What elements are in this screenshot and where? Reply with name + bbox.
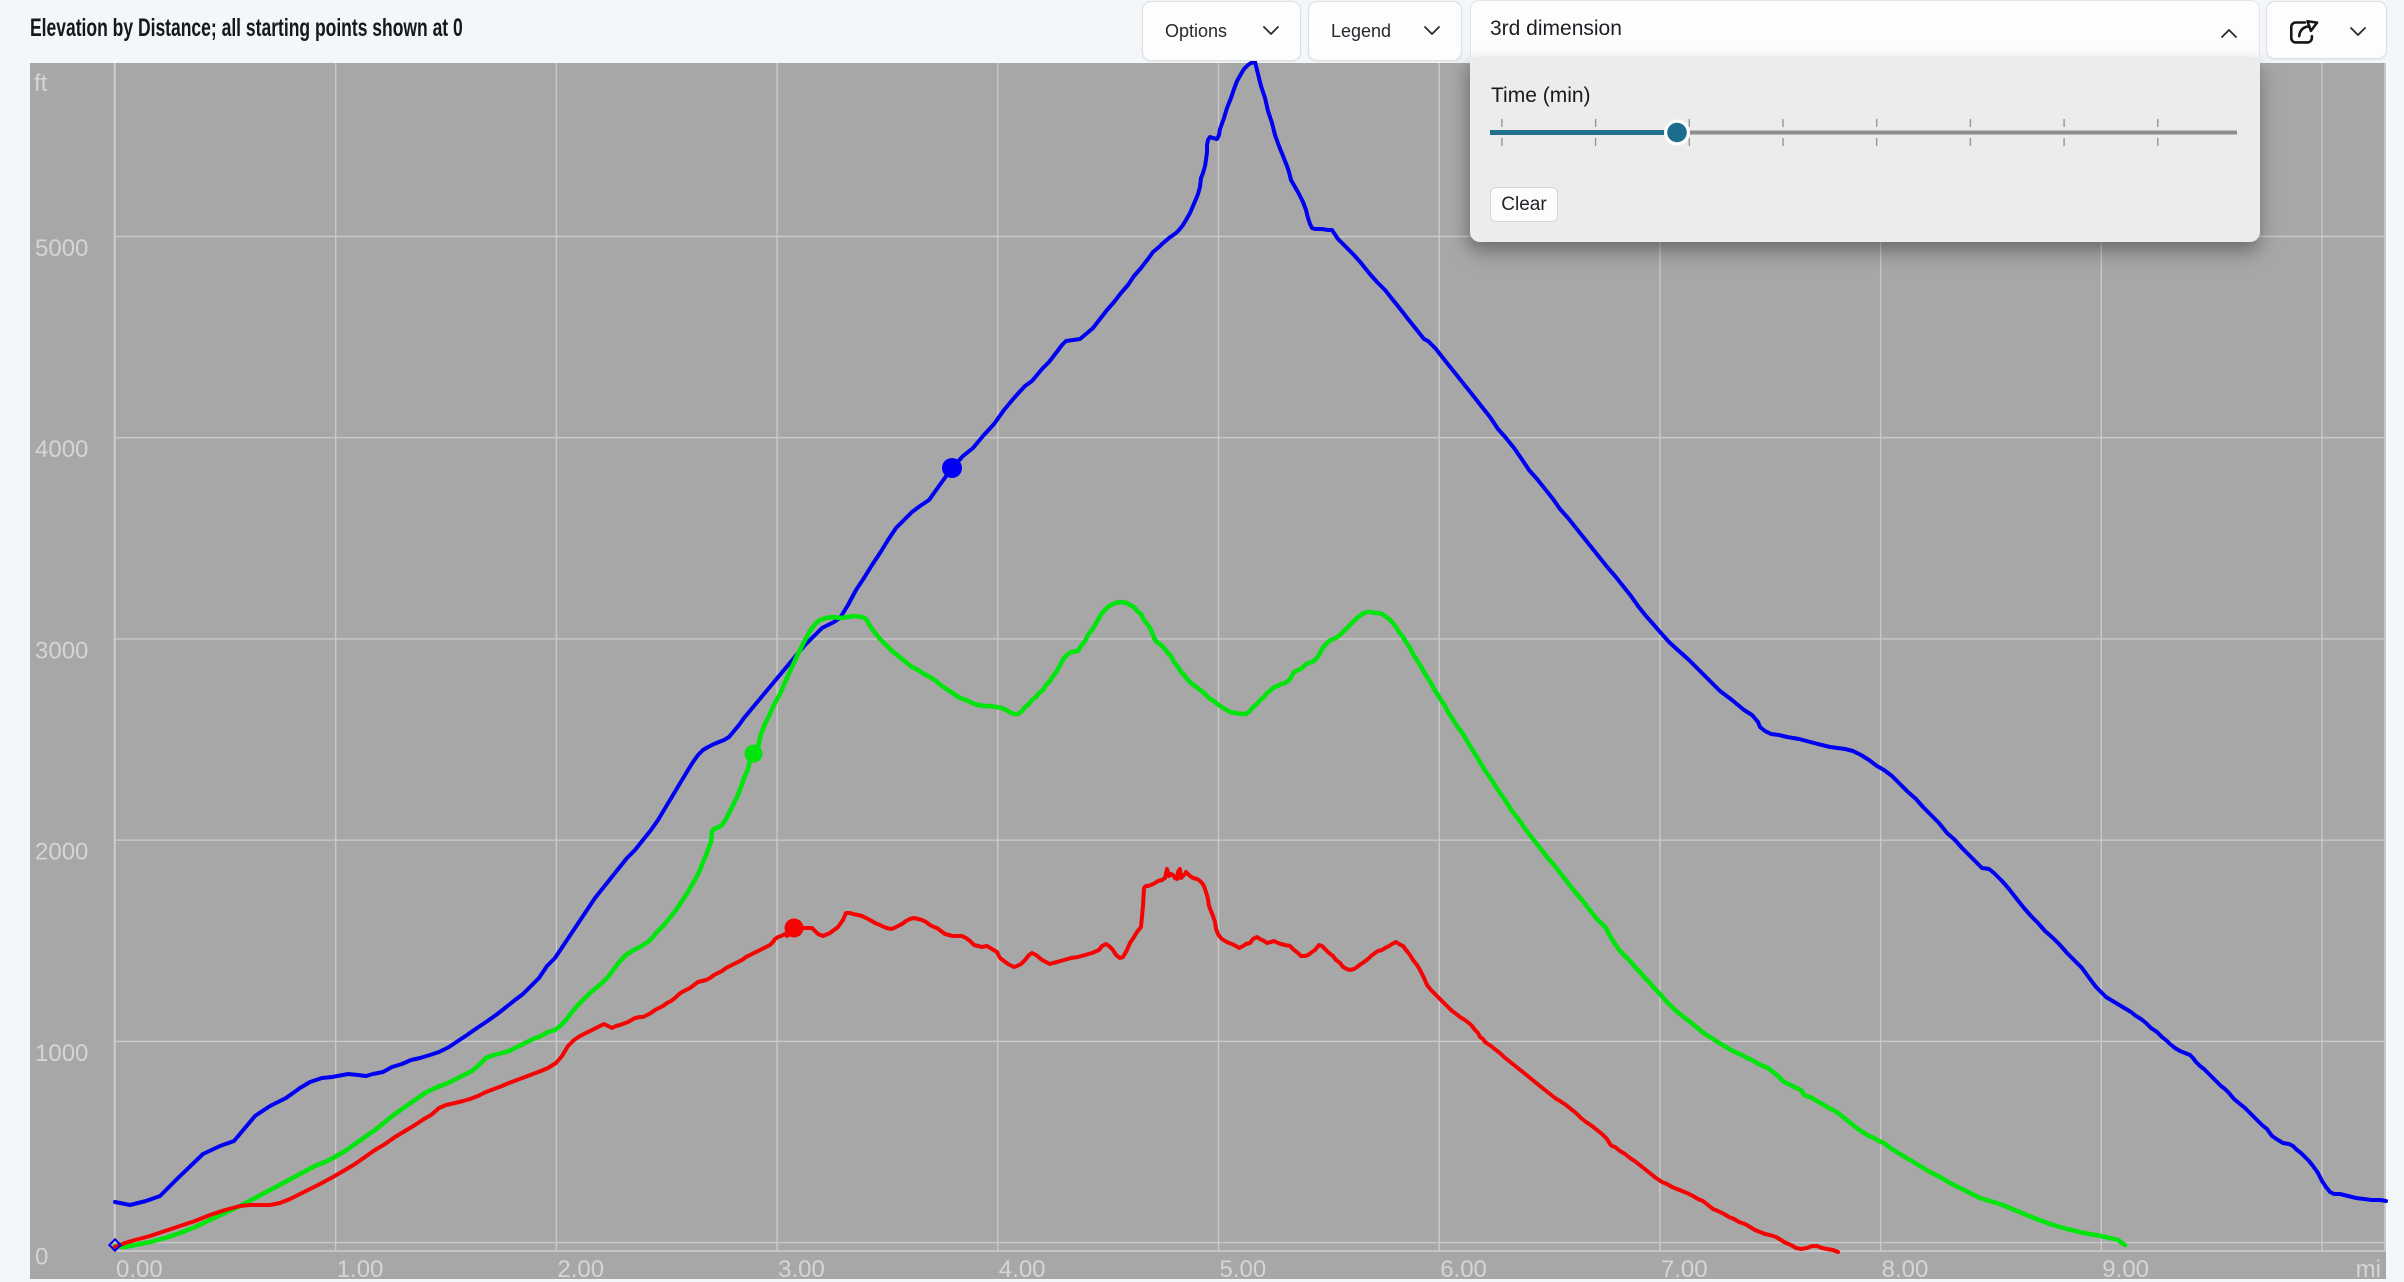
svg-text:mi: mi bbox=[2356, 1256, 2381, 1282]
svg-text:2.00: 2.00 bbox=[557, 1256, 604, 1282]
svg-text:5.00: 5.00 bbox=[1220, 1256, 1267, 1282]
svg-text:6.00: 6.00 bbox=[1440, 1256, 1487, 1282]
svg-text:1000: 1000 bbox=[35, 1040, 88, 1067]
svg-text:0.00: 0.00 bbox=[116, 1256, 163, 1282]
svg-text:3.00: 3.00 bbox=[778, 1256, 825, 1282]
svg-text:4.00: 4.00 bbox=[999, 1256, 1046, 1282]
svg-text:9.00: 9.00 bbox=[2102, 1256, 2149, 1282]
svg-text:3000: 3000 bbox=[35, 637, 88, 664]
svg-text:7.00: 7.00 bbox=[1661, 1256, 1708, 1282]
svg-text:8.00: 8.00 bbox=[1882, 1256, 1929, 1282]
svg-text:1.00: 1.00 bbox=[337, 1256, 384, 1282]
svg-text:4000: 4000 bbox=[35, 436, 88, 463]
svg-text:ft: ft bbox=[34, 70, 48, 97]
svg-text:5000: 5000 bbox=[35, 235, 88, 262]
svg-text:0: 0 bbox=[35, 1244, 48, 1271]
svg-text:2000: 2000 bbox=[35, 839, 88, 866]
